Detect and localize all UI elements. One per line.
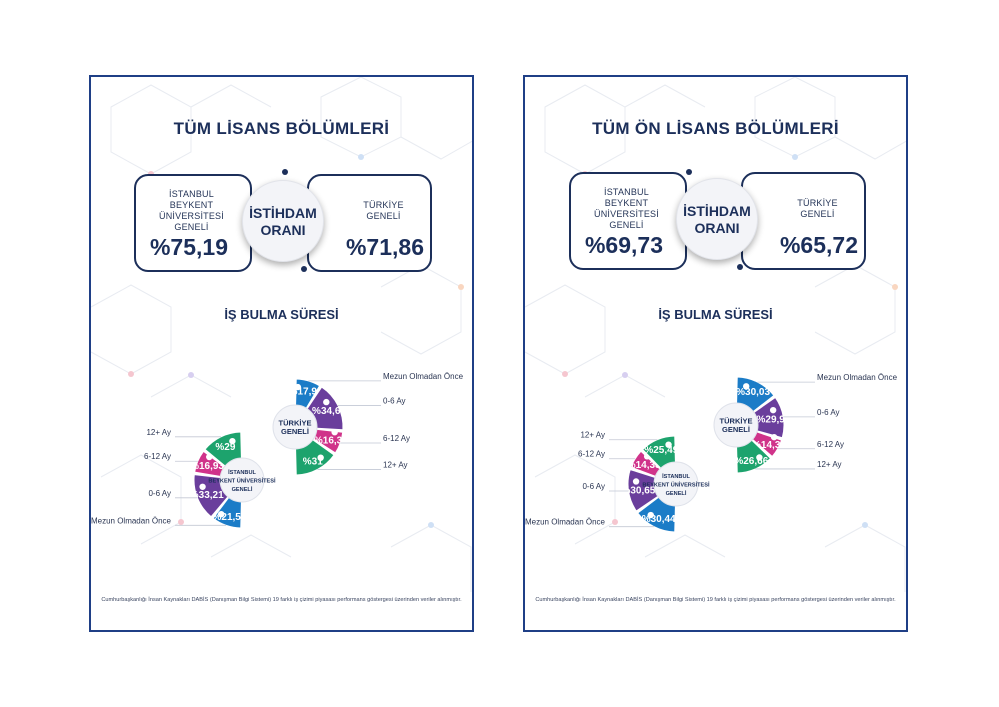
- category-label: 0-6 Ay: [148, 489, 171, 498]
- employment-rate-subtitle: ORANI: [694, 220, 740, 236]
- segment-value-label: %16,38: [314, 436, 348, 447]
- connector-dot: [686, 169, 692, 175]
- segment-marker-dot: [206, 453, 213, 461]
- turkiye-employment-value: %65,72: [779, 232, 858, 258]
- turkiye-employment-value: %71,86: [345, 234, 424, 260]
- employment-rate-badge: İSTİHDAM ORANI: [676, 178, 758, 260]
- category-label: Mezun Olmadan Önce: [383, 372, 464, 381]
- employment-rate-title: İSTİHDAM: [683, 203, 751, 219]
- beykent-employment-label: İSTANBUL BEYKENT ÜNİVERSİTESİ GENELİ: [594, 187, 659, 230]
- segment-marker-dot: [229, 437, 236, 445]
- segment-value-label: %30,44: [642, 514, 676, 525]
- beykent-employment-label: İSTANBUL BEYKENT ÜNİVERSİTESİ GENELİ: [159, 189, 224, 232]
- category-label: 12+ Ay: [146, 428, 171, 437]
- category-label: 6-12 Ay: [383, 434, 410, 443]
- category-label: 0-6 Ay: [383, 397, 406, 406]
- turkiye-employment-panel: [307, 174, 432, 272]
- segment-marker-dot: [317, 454, 324, 461]
- series-name-label: İSTANBUL: [228, 469, 256, 476]
- segment-value-label: %26,66: [734, 456, 768, 467]
- connector-dot: [282, 169, 288, 175]
- connector-dot: [301, 266, 307, 272]
- series-name-label: BEYKENT ÜNİVERSİTESİ: [642, 482, 710, 489]
- segment-value-label: %14,33: [752, 440, 786, 451]
- segment-marker-dot: [199, 483, 206, 490]
- job-search-duration-title: İŞ BULMA SÜRESİ: [658, 307, 773, 322]
- category-label: 12+ Ay: [817, 460, 842, 469]
- category-label: 12+ Ay: [383, 460, 408, 469]
- category-label: 6-12 Ay: [817, 440, 844, 449]
- category-label: Mezun Olmadan Önce: [525, 518, 606, 527]
- turkiye-employment-panel: [741, 172, 866, 270]
- employment-rate-title: İSTİHDAM: [249, 205, 317, 221]
- beykent-employment-value: %69,73: [584, 232, 663, 258]
- series-center-badge: [272, 404, 318, 450]
- segment-value-label: %25,49: [644, 445, 678, 456]
- segment-value-label: %29: [215, 442, 235, 453]
- turkiye-employment-label: TÜRKİYE GENELİ: [797, 198, 838, 219]
- series-name-label: GENELİ: [232, 486, 253, 493]
- data-source-footnote: Cumhurbaşkanlığı İnsan Kaynakları DABİS …: [101, 597, 462, 603]
- job-search-duration-chart: %17,94 Mezun Olmadan Önce %34,68 0-6 Ay %16,…: [91, 372, 464, 529]
- job-search-duration-title: İŞ BULMA SÜRESİ: [224, 307, 339, 322]
- series-center-badge: [653, 461, 699, 507]
- segment-marker-dot: [323, 398, 330, 406]
- series-center-badge: [713, 402, 759, 448]
- segment-marker-dot: [218, 510, 225, 518]
- segment-value-label: %34,68: [312, 406, 346, 417]
- series-name-label: GENELİ: [722, 425, 750, 434]
- beykent-employment-value: %75,19: [149, 234, 228, 260]
- category-label: Mezun Olmadan Önce: [91, 516, 172, 525]
- category-label: 6-12 Ay: [578, 450, 605, 459]
- series-name-label: İSTANBUL: [662, 473, 690, 480]
- segment-value-label: %17,94: [289, 386, 323, 397]
- segment-value-label: %33,21: [190, 490, 224, 501]
- segment-value-label: %30,03: [736, 387, 770, 398]
- segment-marker-dot: [756, 454, 763, 461]
- segment-marker-dot: [770, 433, 778, 441]
- card-title: TÜM ÖN LİSANS BÖLÜMLERİ: [592, 119, 839, 138]
- turkiye-employment-label: TÜRKİYE GENELİ: [363, 200, 404, 221]
- series-name-label: BEYKENT ÜNİVERSİTESİ: [208, 478, 276, 485]
- segment-value-label: %14,33: [627, 460, 661, 471]
- segment-value-label: %16,93: [190, 461, 224, 472]
- segment-marker-dot: [647, 511, 654, 519]
- series-center-badge: [219, 457, 265, 503]
- card-title: TÜM LİSANS BÖLÜMLERİ: [173, 119, 390, 138]
- segment-value-label: %31: [303, 457, 323, 468]
- infographic-card-lisans: TÜM LİSANS BÖLÜMLERİ İSTANBUL BEYKENT ÜN…: [89, 75, 474, 632]
- data-source-footnote: Cumhurbaşkanlığı İnsan Kaynakları DABİS …: [535, 597, 896, 603]
- series-name-label: GENELİ: [666, 490, 687, 497]
- series-name-label: TÜRKİYE: [279, 418, 312, 427]
- job-search-duration-chart: %30,03 Mezun Olmadan Önce %29,96 0-6 Ay %14,…: [525, 373, 898, 533]
- series-name-label: TÜRKİYE: [720, 416, 753, 425]
- category-label: 12+ Ay: [580, 431, 605, 440]
- segment-value-label: %30,65: [621, 486, 655, 497]
- segment-value-label: %21,56: [212, 512, 246, 523]
- segment-marker-dot: [294, 383, 302, 391]
- beykent-employment-panel: [134, 174, 252, 272]
- segment-value-label: %29,96: [756, 415, 790, 426]
- connector-dot: [737, 264, 743, 270]
- category-label: 6-12 Ay: [144, 452, 171, 461]
- segment-marker-dot: [769, 406, 777, 414]
- segment-marker-dot: [632, 478, 640, 485]
- infographic-card-on-lisans: TÜM ÖN LİSANS BÖLÜMLERİ İSTANBUL BEYKENT…: [523, 75, 908, 632]
- employment-rate-subtitle: ORANI: [260, 222, 306, 238]
- employment-rate-badge: İSTİHDAM ORANI: [242, 180, 324, 262]
- category-label: Mezun Olmadan Önce: [817, 373, 898, 382]
- segment-marker-dot: [742, 383, 750, 390]
- series-name-label: GENELİ: [281, 427, 309, 436]
- segment-marker-dot: [331, 428, 338, 436]
- segment-marker-dot: [665, 441, 672, 448]
- category-label: 0-6 Ay: [817, 408, 840, 417]
- beykent-employment-panel: [569, 172, 687, 270]
- category-label: 0-6 Ay: [582, 482, 605, 491]
